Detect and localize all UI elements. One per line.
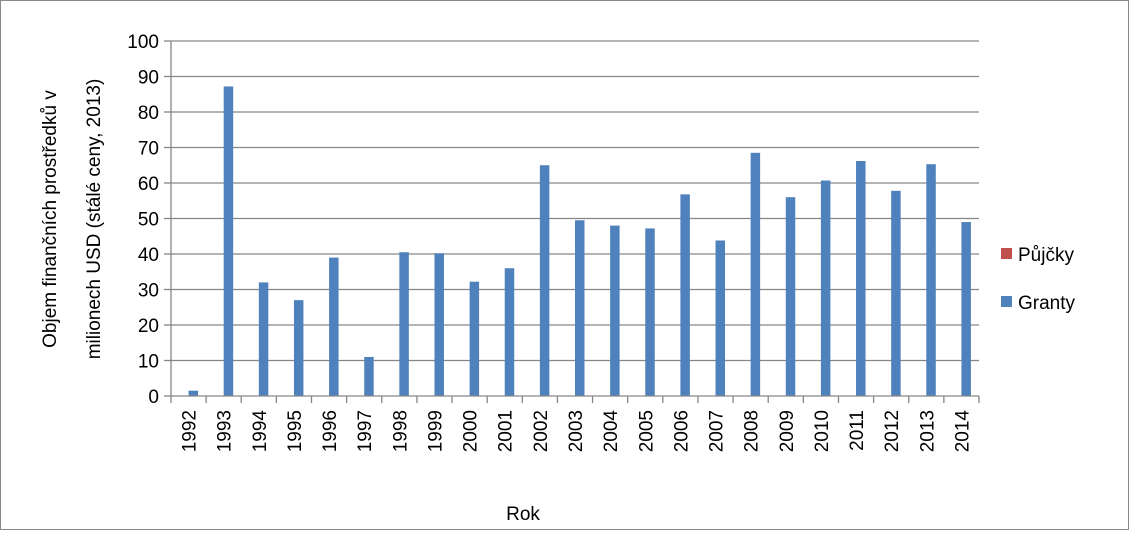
y-tick-label-90: 90 [138, 68, 159, 89]
y-tick-label-30: 30 [138, 281, 159, 302]
bar-granty-2000 [469, 281, 480, 396]
bar-granty-1992 [188, 390, 199, 396]
bar-granty-2014 [961, 222, 971, 396]
axes [164, 40, 980, 403]
x-tick-label-2011: 2011 [847, 410, 868, 451]
x-tick-label-1999: 1999 [425, 410, 446, 452]
x-tick-label-2003: 2003 [566, 410, 587, 452]
x-tick-labels: 1992 1993 1994 1995 1996 1997 1998 1999 2000 2001… [180, 410, 974, 453]
bar-granty-2013 [926, 164, 936, 396]
y-tick-label-60: 60 [138, 174, 159, 195]
legend-label-granty: Granty [1018, 293, 1076, 314]
x-tick-label-2005: 2005 [636, 410, 657, 452]
x-tick-label-2001: 2001 [496, 410, 517, 452]
y-tick-labels: 0 10 20 30 40 50 60 70 80 90 100 [127, 32, 159, 408]
bar-granty-2008 [750, 152, 761, 396]
x-tick-label-2008: 2008 [742, 410, 763, 452]
x-tick-label-2012: 2012 [882, 410, 903, 452]
x-tick-label-2006: 2006 [671, 410, 692, 452]
y-tick-label-10: 10 [138, 352, 159, 373]
bar-granty-1994 [258, 282, 269, 396]
y-tick-label-20: 20 [138, 316, 159, 337]
legend-label-pujcky: Půjčky [1018, 245, 1074, 266]
x-tick-label-1997: 1997 [355, 410, 376, 452]
grid-lines [171, 40, 979, 362]
bar-granty-2005 [645, 228, 655, 396]
bar-granty-2009 [785, 197, 796, 396]
x-tick-label-1996: 1996 [320, 410, 341, 452]
x-tick-label-1994: 1994 [250, 410, 271, 453]
legend: Půjčky Granty [1001, 245, 1076, 314]
x-tick-label-2009: 2009 [777, 410, 798, 452]
bar-granty-2004 [610, 225, 620, 396]
bar-granty-1995 [293, 300, 304, 396]
bar-granty-1999 [434, 253, 444, 396]
bars [188, 86, 971, 396]
y-tick-label-100: 100 [127, 32, 159, 53]
x-tick-label-1998: 1998 [390, 410, 411, 452]
y-tick-label-80: 80 [138, 103, 159, 124]
bar-granty-2010 [820, 180, 831, 396]
bar-granty-1997 [364, 356, 374, 396]
x-tick-label-2013: 2013 [917, 410, 938, 452]
y-tick-label-40: 40 [138, 245, 159, 266]
bar-granty-2002 [539, 165, 550, 396]
y-tick-label-0: 0 [148, 387, 159, 408]
bar-granty-2012 [891, 190, 901, 396]
x-tick-label-2004: 2004 [601, 410, 622, 453]
x-tick-label-1995: 1995 [285, 410, 306, 452]
x-tick-label-2000: 2000 [461, 410, 482, 452]
x-tick-label-2010: 2010 [812, 410, 833, 452]
bar-granty-2006 [680, 194, 690, 396]
x-tick-label-1993: 1993 [215, 410, 236, 452]
bar-granty-2001 [504, 268, 515, 396]
y-axis-title-line-1: Objem finančních prostředků v [40, 90, 61, 348]
x-tick-label-2014: 2014 [952, 410, 973, 453]
x-tick-label-1992: 1992 [180, 410, 201, 452]
legend-swatch-pujcky [1001, 248, 1012, 259]
bar-granty-1993 [223, 86, 234, 396]
y-tick-label-70: 70 [138, 139, 159, 160]
x-axis-title: Rok [506, 504, 540, 525]
y-tick-label-50: 50 [138, 210, 159, 231]
bar-granty-2011 [856, 160, 866, 396]
y-axis-title-line-2: milionech USD (stálé ceny, 2013) [84, 79, 105, 360]
bar-granty-1996 [329, 257, 339, 396]
x-tick-label-2007: 2007 [707, 410, 728, 452]
x-tick-label-2002: 2002 [531, 410, 552, 452]
bar-granty-2007 [715, 240, 726, 396]
bar-granty-2003 [575, 220, 585, 396]
bar-granty-1998 [399, 252, 409, 396]
legend-swatch-granty [1001, 296, 1012, 307]
